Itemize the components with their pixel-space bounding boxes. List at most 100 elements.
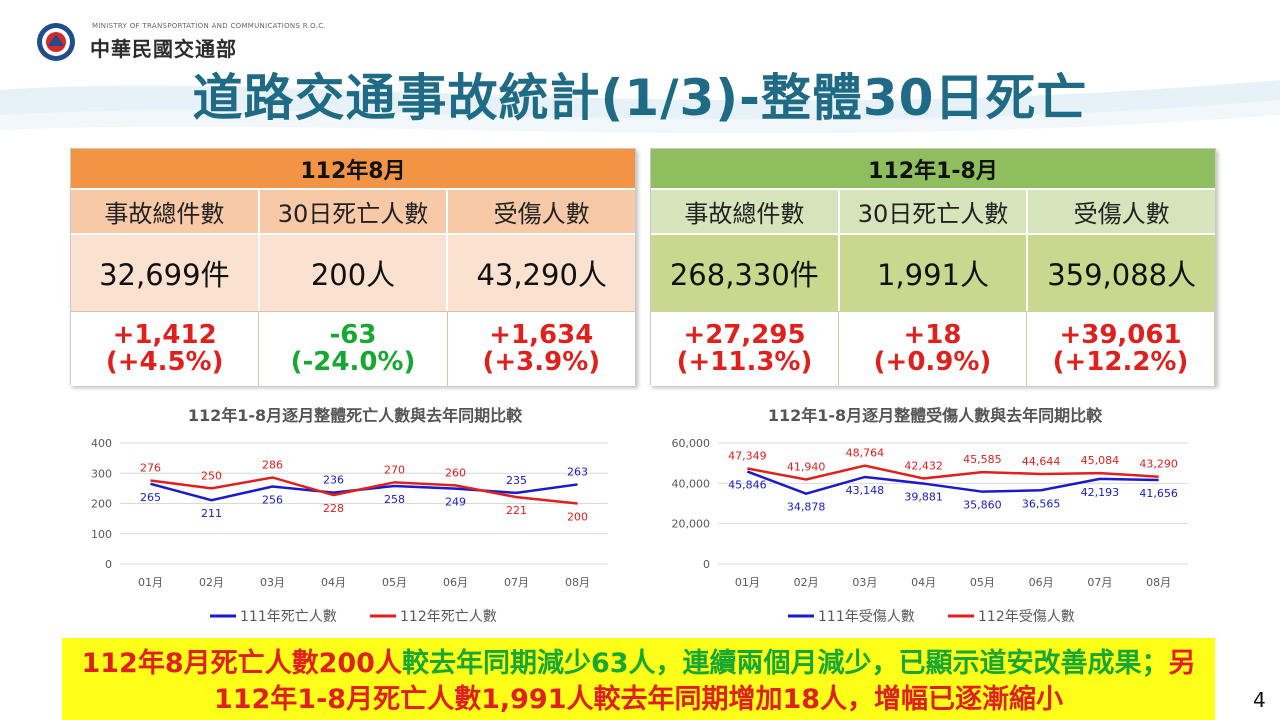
data-label: 43,290 <box>1139 458 1178 471</box>
y-tick-label: 200 <box>91 498 112 511</box>
stats-panel-month: 112年8月 事故總件數 30日死亡人數 受傷人數 32,699件 200人 4… <box>70 148 636 386</box>
label-deaths: 30日死亡人數 <box>259 188 449 233</box>
data-label: 228 <box>323 502 344 515</box>
data-label: 256 <box>262 494 283 507</box>
data-label: 43,148 <box>846 484 885 497</box>
label-deaths: 30日死亡人數 <box>839 188 1029 233</box>
page-number: 4 <box>1253 688 1266 712</box>
value-accidents: 268,330件 <box>651 233 840 311</box>
x-tick-label: 08月 <box>1146 576 1171 589</box>
y-tick-label: 100 <box>91 528 112 541</box>
data-label: 250 <box>201 469 222 482</box>
value-accidents: 32,699件 <box>71 233 260 311</box>
value-deaths: 1,991人 <box>839 233 1029 311</box>
x-tick-label: 06月 <box>1029 576 1054 589</box>
data-label: 45,585 <box>963 453 1002 466</box>
data-label: 45,084 <box>1081 454 1120 467</box>
y-tick-label: 400 <box>91 437 112 450</box>
data-label: 276 <box>140 462 161 475</box>
y-tick-label: 0 <box>105 558 112 571</box>
ministry-logo <box>37 23 75 61</box>
x-tick-label: 03月 <box>852 576 877 589</box>
change-row: +27,295 (+11.3%) +18 (+0.9%) +39,061 (+12.2… <box>651 311 1215 386</box>
y-tick-label: 300 <box>91 467 112 480</box>
change-delta: +27,295 <box>683 319 806 350</box>
label-row: 事故總件數 30日死亡人數 受傷人數 <box>71 188 636 233</box>
data-label: 200 <box>567 511 588 524</box>
y-tick-label: 60,000 <box>672 437 711 450</box>
change-percent: (+4.5%) <box>105 347 224 377</box>
series-line <box>150 476 578 505</box>
injuries-chart: 112年1-8月逐月整體受傷人數與去年同期比較 0 20,000 40,000 60,… <box>650 398 1220 630</box>
legend-label: 111年死亡人數 <box>240 609 337 625</box>
label-accidents: 事故總件數 <box>651 188 840 233</box>
data-label: 263 <box>567 465 588 478</box>
y-tick-label: 20,000 <box>672 518 711 531</box>
deaths-chart: 112年1-8月逐月整體死亡人數與去年同期比較 0 100 200 300 400 01月… <box>70 398 640 630</box>
change-deaths: -63 (-24.0%) <box>259 311 448 386</box>
change-percent: (-24.0%) <box>290 347 416 377</box>
page-title: 道路交通事故統計(1/3)-整體30日死亡 <box>192 69 1088 127</box>
data-label: 258 <box>384 493 405 506</box>
x-tick-label: 04月 <box>911 576 936 589</box>
change-delta: -63 <box>329 319 377 350</box>
data-label: 48,764 <box>846 447 885 460</box>
data-label: 47,349 <box>728 450 767 463</box>
background-swoosh <box>0 80 1280 134</box>
data-label: 42,432 <box>904 459 943 472</box>
x-tick-label: 07月 <box>1087 576 1112 589</box>
data-label: 236 <box>323 474 344 487</box>
value-deaths: 200人 <box>259 233 449 311</box>
y-tick-label: 0 <box>703 558 710 571</box>
change-delta: +1,412 <box>112 319 217 350</box>
series-line <box>746 470 1159 495</box>
data-label: 260 <box>445 466 466 479</box>
data-label: 45,846 <box>728 479 767 492</box>
legend-label: 112年受傷人數 <box>978 609 1075 625</box>
x-tick-label: 07月 <box>504 576 529 589</box>
label-accidents: 事故總件數 <box>71 188 260 233</box>
injuries-chart-plot: 0 20,000 40,000 60,000 01月 02月 03月 04月 05月 06月 07月… <box>672 437 1188 625</box>
summary-text: 較去年同期減少63人，連續兩個月減少，已顯示道安改善成果； <box>401 648 1169 679</box>
change-delta: +18 <box>903 319 962 350</box>
x-tick-label: 06月 <box>443 576 468 589</box>
change-deaths: +18 (+0.9%) <box>839 311 1027 386</box>
legend-label: 112年死亡人數 <box>400 609 497 625</box>
x-tick-label: 02月 <box>794 576 819 589</box>
data-label: 265 <box>140 491 161 504</box>
change-accidents: +27,295 (+11.3%) <box>651 311 839 386</box>
y-tick-label: 40,000 <box>672 477 711 490</box>
x-tick-label: 01月 <box>735 576 760 589</box>
x-tick-label: 05月 <box>382 576 407 589</box>
change-row: +1,412 (+4.5%) -63 (-24.0%) +1,634 (+3.9%) <box>71 311 635 386</box>
value-injuries: 43,290人 <box>448 233 636 311</box>
panel-title: 112年8月 <box>71 149 635 188</box>
data-label: 41,656 <box>1139 487 1178 500</box>
stats-panel-ytd: 112年1-8月 事故總件數 30日死亡人數 受傷人數 268,330件 1,9… <box>650 148 1216 386</box>
summary-highlight-1: 112年8月死亡人數200人 <box>81 648 402 679</box>
x-tick-label: 08月 <box>565 576 590 589</box>
x-tick-label: 04月 <box>321 576 346 589</box>
change-accidents: +1,412 (+4.5%) <box>71 311 260 386</box>
panel-title: 112年1-8月 <box>651 149 1215 188</box>
summary-banner: 112年8月死亡人數200人較去年同期減少63人，連續兩個月減少，已顯示道安改善… <box>62 638 1215 720</box>
data-label: 235 <box>506 474 527 487</box>
change-percent: (+12.2%) <box>1052 347 1189 377</box>
data-label: 36,565 <box>1022 497 1061 510</box>
deaths-chart-plot: 0 100 200 300 400 01月 02月 03月 04月 05月 06月 07月 08月 265… <box>91 437 608 625</box>
label-row: 事故總件數 30日死亡人數 受傷人數 <box>651 188 1216 233</box>
value-row: 268,330件 1,991人 359,088人 <box>651 233 1216 311</box>
x-tick-label: 02月 <box>199 576 224 589</box>
change-delta: +1,634 <box>489 319 594 350</box>
chart-title: 112年1-8月逐月整體死亡人數與去年同期比較 <box>187 406 523 425</box>
data-label: 44,644 <box>1022 455 1061 468</box>
change-injuries: +39,061 (+12.2%) <box>1027 311 1215 386</box>
data-label: 270 <box>384 463 405 476</box>
data-label: 249 <box>445 496 466 509</box>
series-line <box>747 464 1159 481</box>
label-injuries: 受傷人數 <box>1028 188 1216 233</box>
data-label: 211 <box>201 507 222 520</box>
data-label: 42,193 <box>1081 486 1120 499</box>
ministry-name-zh: 中華民國交通部 <box>90 37 237 61</box>
ministry-name-en: MINISTRY OF TRANSPORTATION AND COMMUNICA… <box>92 22 326 30</box>
